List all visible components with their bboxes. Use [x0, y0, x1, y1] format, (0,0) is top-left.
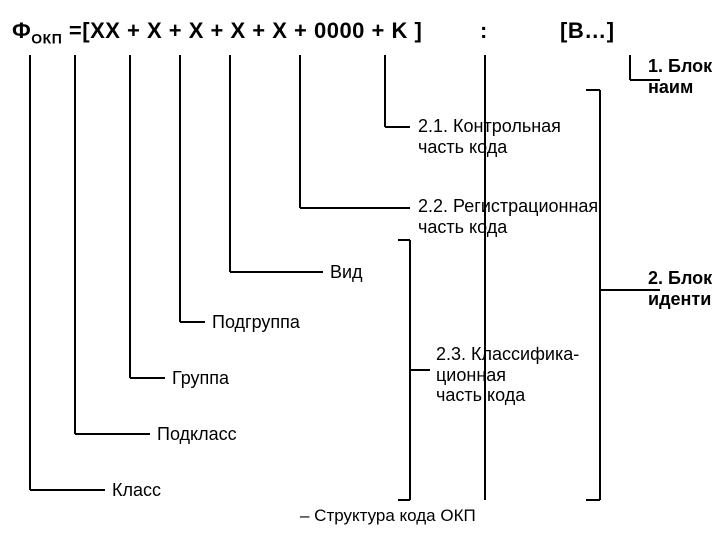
label-klass: Класс — [112, 480, 161, 501]
label-block-2: 2. Блок иденти — [648, 268, 712, 309]
label-2-3: 2.3. Классифика- ционная часть кода — [436, 344, 579, 406]
figure-caption: – Структура кода ОКП — [300, 506, 476, 526]
label-gruppa: Группа — [172, 368, 229, 389]
label-2-1: 2.1. Контрольная часть кода — [418, 116, 561, 157]
label-vid: Вид — [330, 262, 363, 283]
label-2-2: 2.2. Регистрационная часть кода — [418, 196, 598, 237]
label-podgruppa: Подгруппа — [212, 312, 300, 333]
label-podklass: Подкласс — [157, 424, 237, 445]
label-block-1: 1. Блок наим — [648, 56, 712, 97]
